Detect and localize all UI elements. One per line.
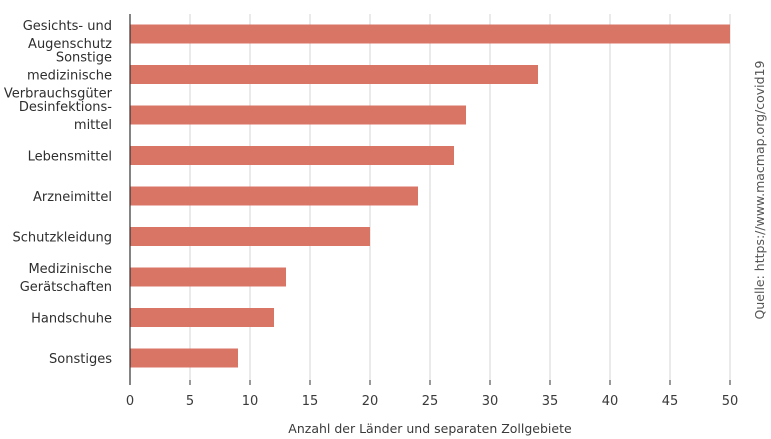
x-tick-label-25: 25	[422, 394, 439, 409]
category-label-1: Sonstige medizinische Verbrauchsgüter	[4, 51, 113, 102]
x-tick-label-10: 10	[242, 394, 259, 409]
category-label-8: Sonstiges	[49, 352, 112, 367]
bar-4	[130, 186, 418, 206]
bar-5	[130, 227, 370, 246]
x-tick-label-50: 50	[722, 394, 739, 409]
x-tick-label-30: 30	[482, 394, 499, 409]
bar-3	[130, 146, 454, 165]
x-tick-label-5: 5	[186, 394, 194, 409]
bar-8	[130, 348, 238, 368]
bar-6	[130, 267, 286, 287]
x-tick-label-0: 0	[126, 394, 134, 409]
x-tick-labels: 0 5 10 15 20 25 30 35 40 45 50	[126, 394, 738, 409]
x-tick-label-35: 35	[542, 394, 559, 409]
category-label-7: Handschuhe	[31, 312, 112, 327]
source-note: Quelle: https://www.macmap.org/covid19	[752, 60, 767, 319]
category-label-0: Gesichts- und Augenschutz	[23, 19, 112, 52]
bar-7	[130, 308, 274, 327]
category-label-5: Schutzkleidung	[12, 231, 112, 246]
bars	[130, 24, 730, 368]
bar-1	[130, 65, 538, 84]
category-label-2: Desinfektions-mittel	[19, 100, 112, 133]
axes	[129, 14, 731, 385]
x-axis-title: Anzahl der Länder und separaten Zollgebi…	[288, 421, 572, 436]
bar-0	[130, 24, 730, 44]
x-tick-label-15: 15	[302, 394, 319, 409]
x-tick-label-20: 20	[362, 394, 379, 409]
x-tick-label-40: 40	[602, 394, 619, 409]
x-tick-label-45: 45	[662, 394, 679, 409]
category-label-3: Lebensmittel	[28, 150, 112, 165]
category-label-4: Arzneimittel	[33, 190, 112, 205]
category-label-6: Medizinische Gerätschaften	[20, 262, 112, 295]
bar-2	[130, 105, 466, 125]
